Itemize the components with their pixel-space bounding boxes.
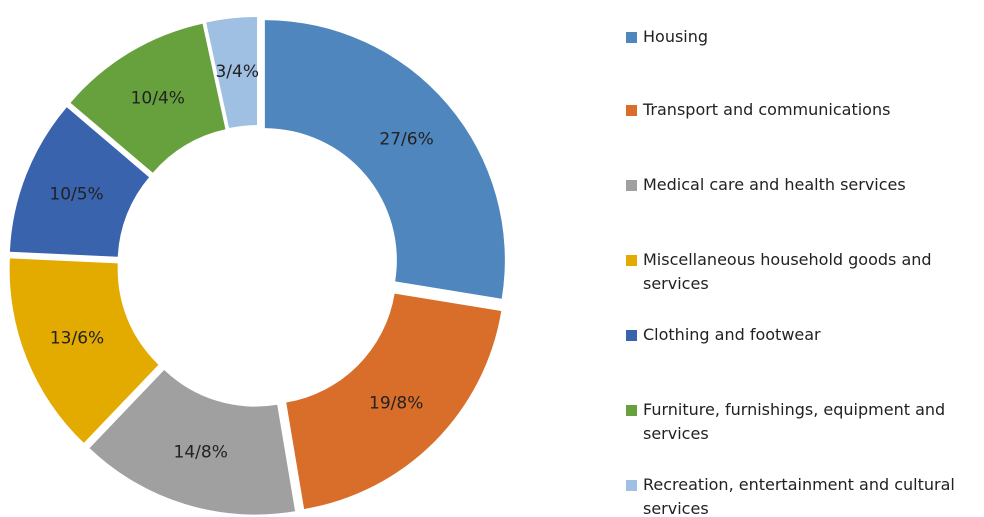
legend-label: Medical care and health services [643, 175, 906, 194]
legend-item: Miscellaneous household goods and servic… [626, 248, 966, 296]
donut-segment [9, 258, 159, 443]
legend-swatch [626, 405, 637, 416]
legend-label: Transport and communications [643, 100, 891, 119]
legend-label: Miscellaneous household goods and servic… [643, 250, 932, 293]
legend-item: Transport and communications [626, 98, 966, 122]
legend-item: Recreation, entertainment and cultural s… [626, 473, 966, 517]
legend-label: Clothing and footwear [643, 325, 821, 344]
data-label: 13/6% [50, 329, 104, 349]
legend-swatch [626, 330, 637, 341]
donut-segment [206, 17, 258, 129]
legend-label: Recreation, entertainment and cultural s… [643, 475, 955, 517]
donut-segment [286, 293, 502, 510]
data-label: 10/4% [131, 89, 185, 109]
legend-swatch [626, 180, 637, 191]
donut-segment [70, 23, 226, 173]
data-label: 10/5% [49, 185, 103, 205]
legend-label: Housing [643, 27, 709, 46]
legend-swatch [626, 32, 637, 43]
legend-label: Furniture, furnishings, equipment and se… [643, 400, 946, 443]
legend-swatch [626, 480, 637, 491]
data-label: 27/6% [379, 130, 433, 150]
chart: 27/6% 19/8% 14/8% 13/6% 10/5% 10/4% 3/4% [9, 17, 505, 515]
data-label: 19/8% [369, 394, 423, 414]
legend-item: Medical care and health services [626, 173, 966, 197]
legend-item: Furniture, furnishings, equipment and se… [626, 398, 966, 446]
data-label: 3/4% [215, 62, 259, 82]
donut-segment [9, 107, 150, 257]
legend-item: Housing [626, 25, 966, 49]
donut-segment [89, 370, 296, 515]
legend-item: Clothing and footwear [626, 323, 966, 347]
legend-swatch [626, 255, 637, 266]
donut-segment [264, 20, 505, 299]
legend-swatch [626, 105, 637, 116]
data-label: 14/8% [174, 442, 228, 462]
